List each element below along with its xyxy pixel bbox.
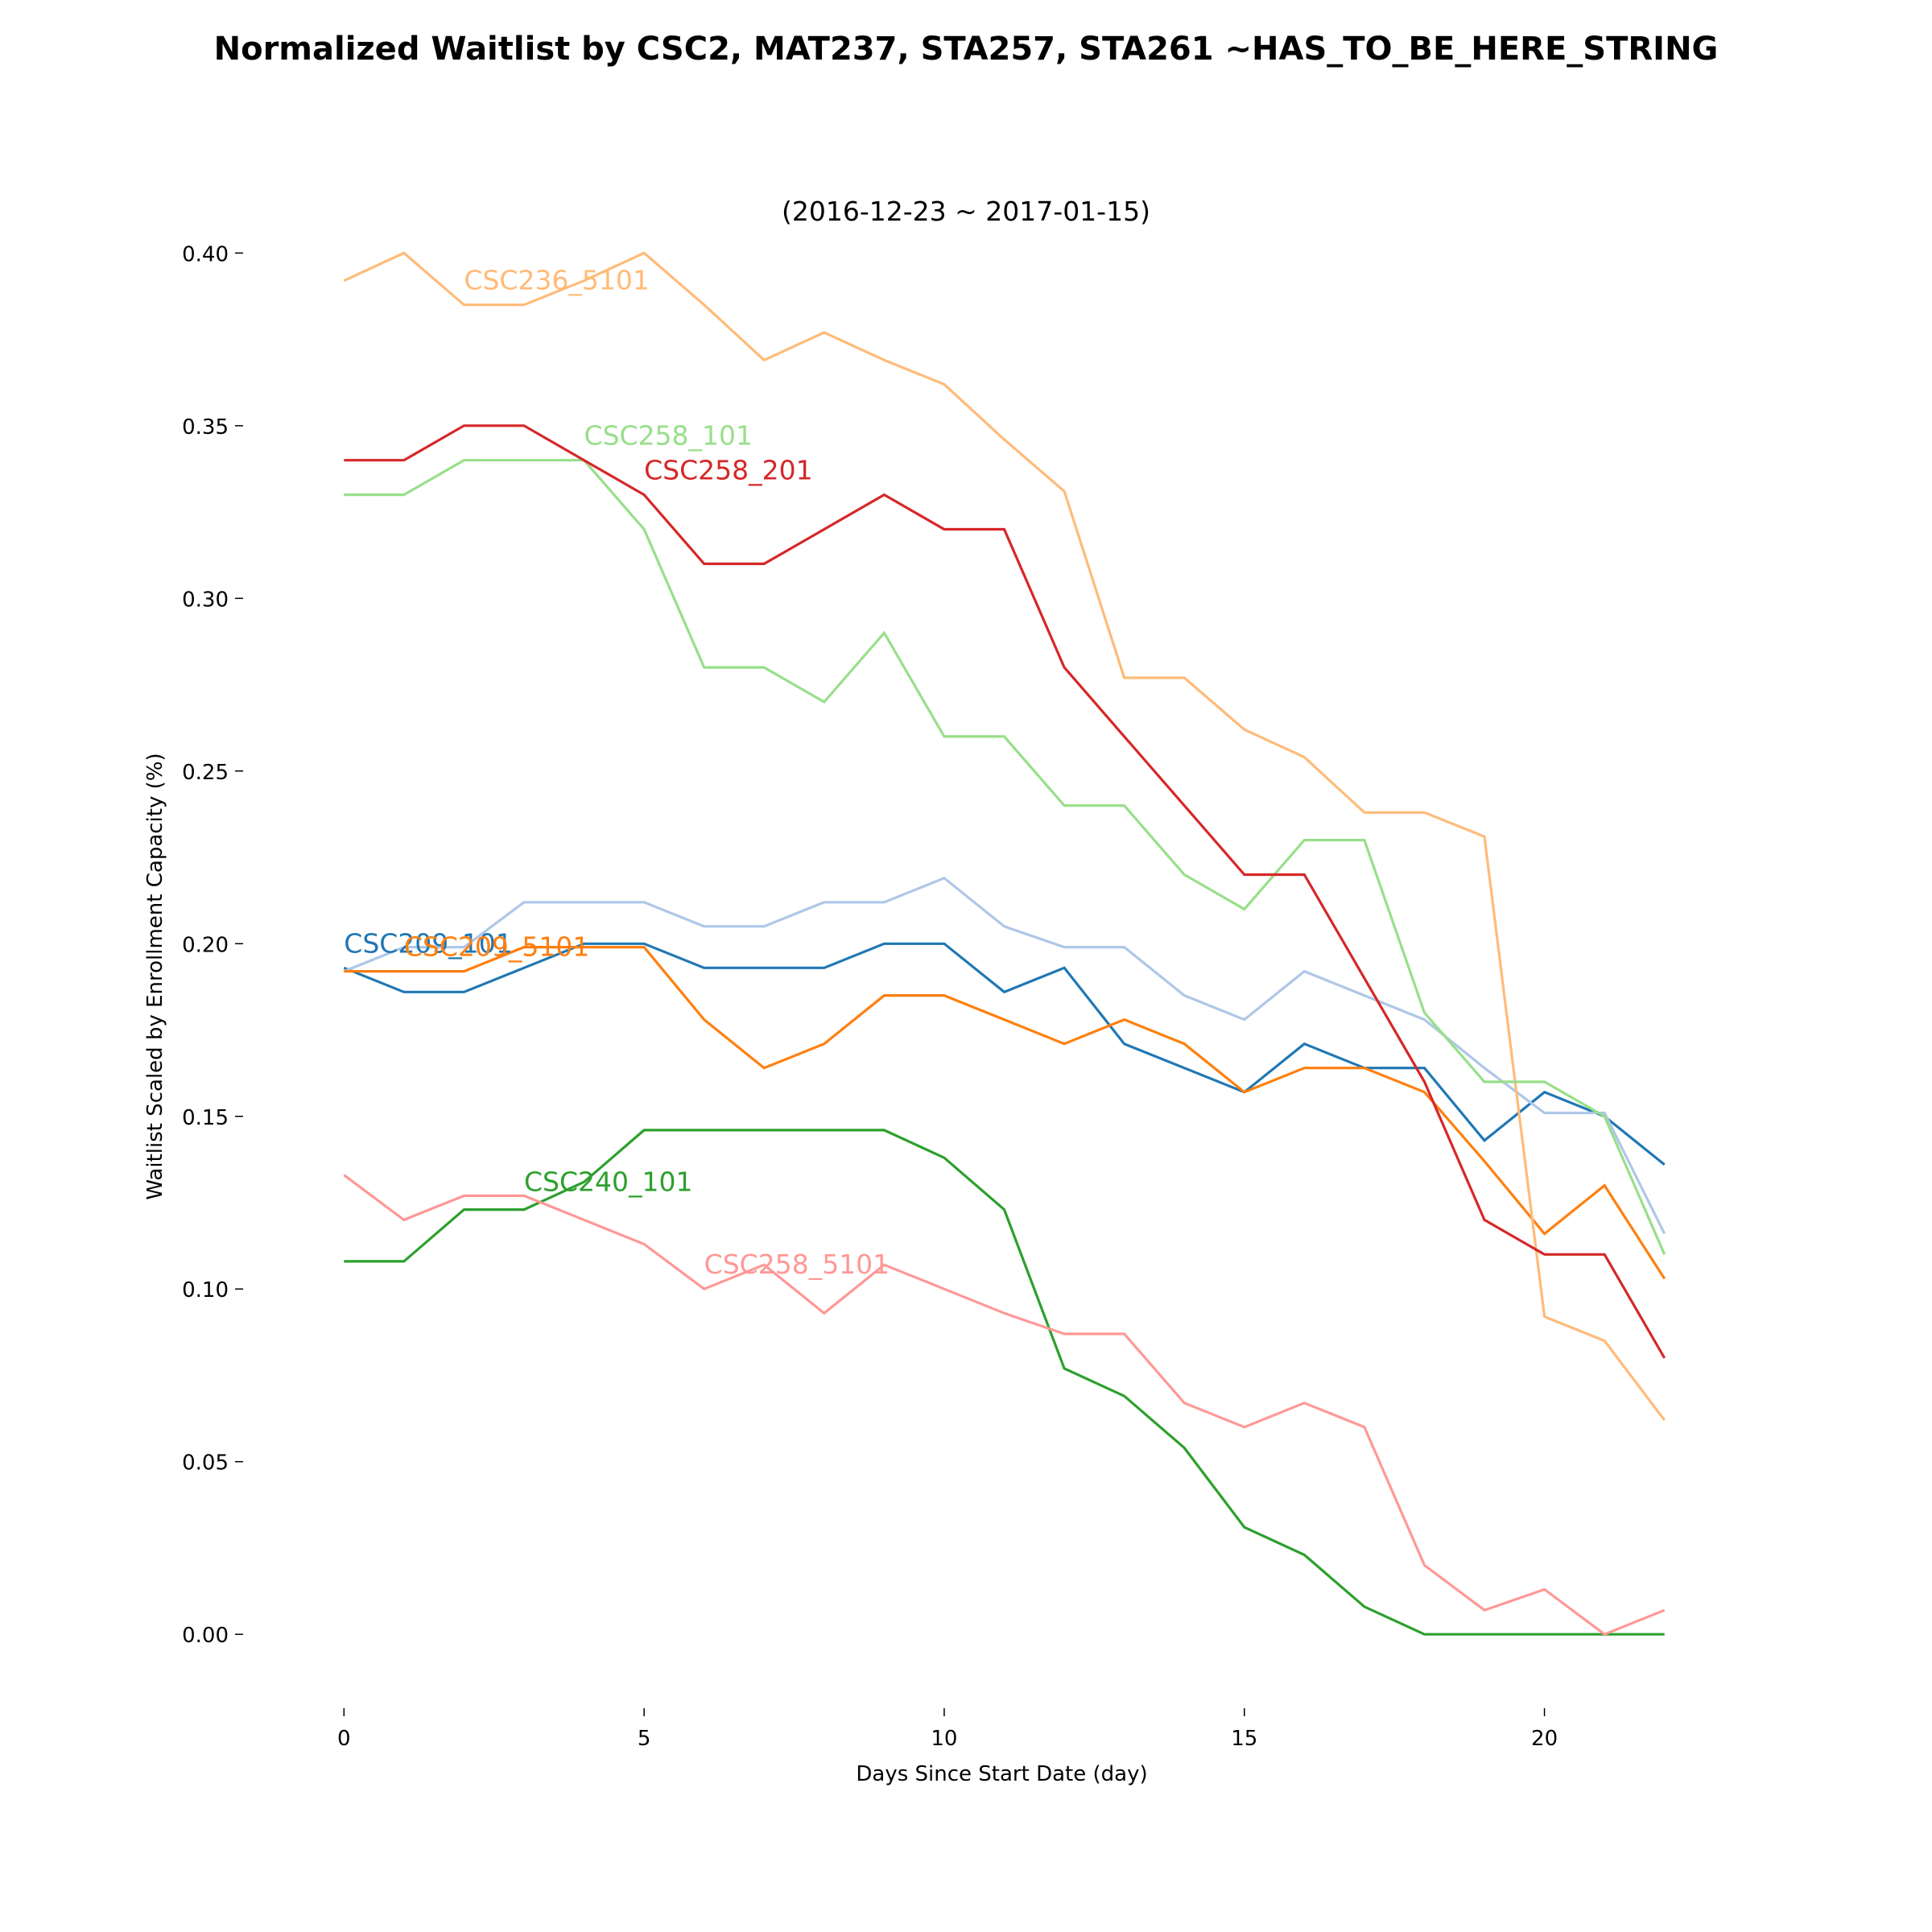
series-line-3 bbox=[343, 251, 1666, 1422]
series-label-0: CSC209_101 bbox=[344, 927, 513, 959]
x-axis-label: Days Since Start Date (day) bbox=[856, 1762, 1147, 1786]
chart-title: Normalized Waitlist by CSC2, MAT237, STA… bbox=[213, 31, 1719, 68]
series-line-6 bbox=[344, 424, 1666, 1359]
series-label-2: CSC209_5101 bbox=[404, 931, 590, 963]
x-tick-label: 20 bbox=[1531, 1727, 1558, 1751]
x-tick-label: 0 bbox=[337, 1727, 351, 1751]
y-tick-label: 0.05 bbox=[182, 1451, 229, 1476]
y-tick-label: 0.35 bbox=[182, 415, 229, 440]
y-tick-label: 0.30 bbox=[182, 588, 229, 612]
series-line-2 bbox=[344, 945, 1666, 1280]
x-tick-label: 15 bbox=[1231, 1727, 1257, 1751]
series-line-4 bbox=[344, 1129, 1665, 1636]
series-label-4: CSC240_101 bbox=[524, 1166, 693, 1197]
series-line-5 bbox=[344, 459, 1666, 1255]
series-label-3: CSC236_5101 bbox=[464, 265, 650, 296]
y-tick-label: 0.10 bbox=[182, 1278, 229, 1302]
y-tick-label: 0.25 bbox=[182, 761, 229, 785]
y-tick-label: 0.15 bbox=[182, 1106, 229, 1130]
y-tick-label: 0.40 bbox=[182, 242, 229, 266]
x-tick-label: 10 bbox=[931, 1727, 957, 1751]
series-label-7: CSC258_5101 bbox=[704, 1249, 890, 1280]
series-label-6: CSC258_201 bbox=[644, 455, 813, 486]
chart-subtitle: (2016-12-23 ~ 2017-01-15) bbox=[782, 196, 1150, 227]
y-tick-label: 0.00 bbox=[182, 1624, 229, 1648]
x-tick-label: 5 bbox=[638, 1727, 651, 1751]
y-axis-label: Waitlist Scaled by Enrollment Capacity (… bbox=[143, 753, 167, 1199]
series-line-0 bbox=[343, 942, 1666, 1166]
series-line-7 bbox=[343, 1174, 1666, 1637]
series-label-5: CSC258_101 bbox=[584, 420, 753, 452]
y-tick-label: 0.20 bbox=[182, 933, 229, 957]
